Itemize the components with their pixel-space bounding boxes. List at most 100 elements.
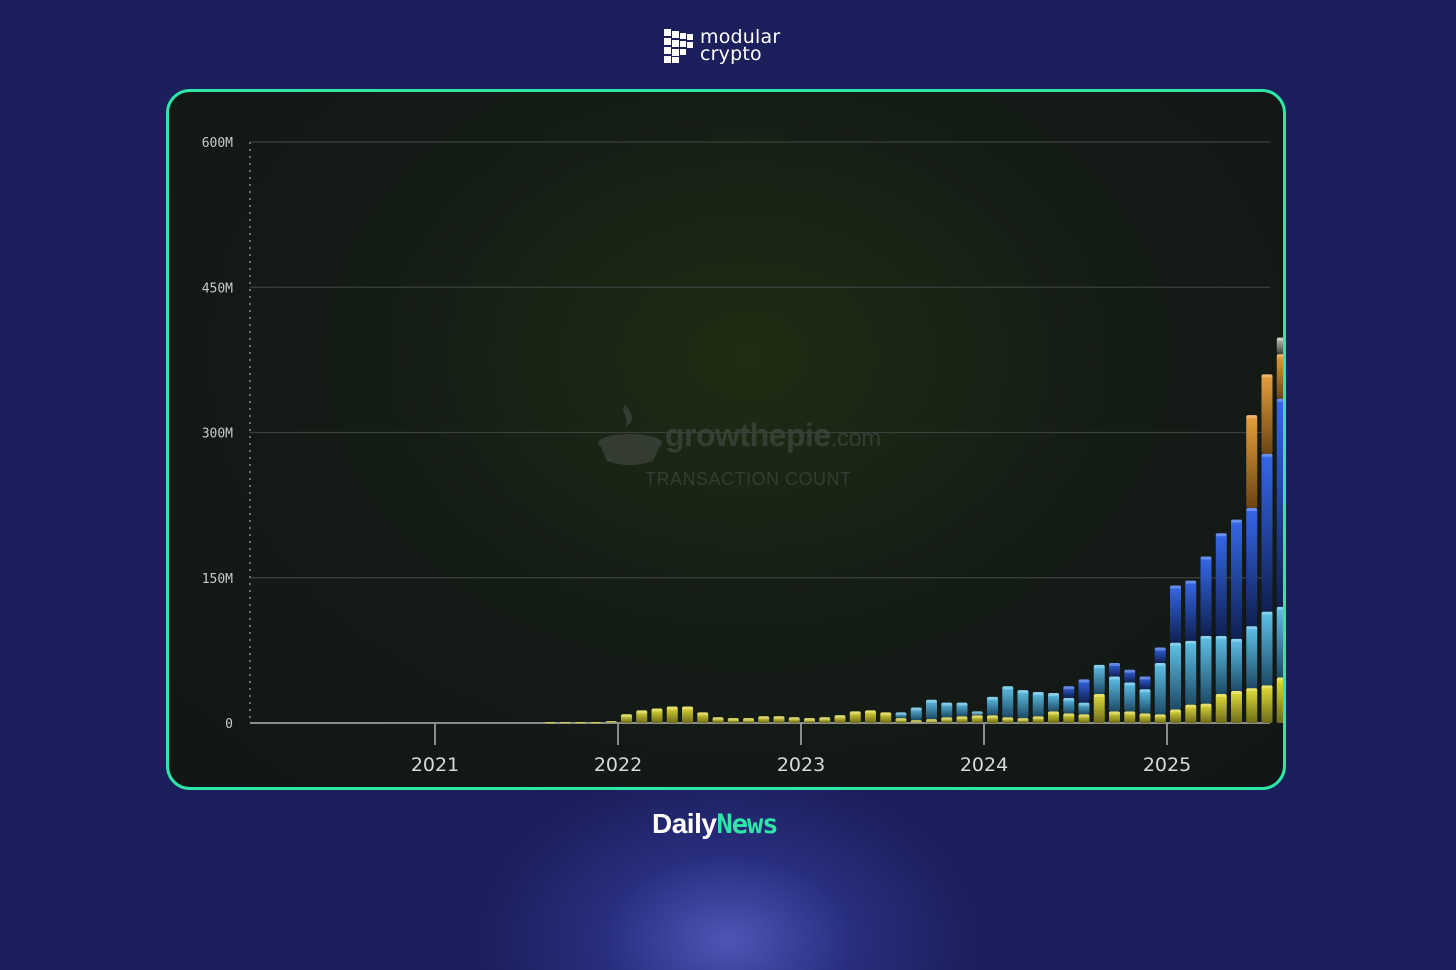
y-tick-label: 0 (225, 717, 233, 732)
bar-yellow (1002, 717, 1014, 723)
bar-blue (1215, 533, 1227, 636)
bar-blue (1246, 508, 1258, 627)
bar-cyan-cap (1032, 692, 1044, 696)
bar-yellow (1246, 688, 1258, 723)
x-tick-label: 2023 (777, 754, 825, 776)
bar-blue (1078, 679, 1090, 703)
bar-cyan-cap (910, 707, 922, 711)
bar-blue (1185, 580, 1197, 641)
bar-yellow (1048, 711, 1059, 723)
x-tick-label: 2022 (594, 754, 642, 776)
bar-yellow (926, 719, 937, 723)
brand-line1: modular (700, 26, 781, 48)
bar-yellow-cap (1124, 711, 1136, 715)
bar-blue-cap (1078, 679, 1090, 683)
bar-cyan (1170, 642, 1181, 710)
bar-yellow-cap (956, 716, 968, 720)
bar-yellow-cap (666, 706, 678, 710)
bar-yellow (849, 711, 861, 723)
y-tick-label: 300M (202, 427, 233, 442)
bar-yellow-cap (621, 714, 632, 718)
bar-yellow-cap (971, 715, 983, 719)
bar-cyan (956, 702, 968, 717)
bar-cyan-cap (1154, 662, 1166, 666)
bar-cyan (1124, 682, 1136, 712)
bar-cyan (1154, 662, 1166, 715)
bar-blue (1139, 676, 1151, 690)
bar-cyan (941, 702, 953, 718)
background-glow (478, 770, 978, 970)
bar-blue-cap (1109, 662, 1120, 666)
bar-cyan-cap (1170, 642, 1181, 646)
watermark: growthepie.com TRANSACTION COUNT (595, 397, 915, 492)
bar-cyan-cap (926, 699, 937, 703)
bar-yellow-cap (1109, 711, 1120, 715)
bar-cyan-cap (1002, 686, 1014, 690)
bar-yellow (819, 717, 831, 723)
bar-yellow-cap (1261, 685, 1273, 689)
bar-orange-cap (1261, 374, 1273, 378)
bar-yellow (651, 708, 663, 723)
bar-cyan-cap (1200, 635, 1212, 639)
bar-yellow (560, 722, 571, 724)
bar-yellow (910, 720, 922, 723)
bar-yellow (1261, 685, 1273, 723)
bar-orange-cap (1276, 354, 1283, 358)
y-tick-label: 600M (202, 136, 233, 151)
bar-yellow-cap (1139, 713, 1151, 717)
bar-yellow-cap (544, 722, 556, 724)
bar-blue-cap (1154, 647, 1166, 651)
bar-cyan-cap (1246, 626, 1258, 630)
bar-cyan-cap (1276, 606, 1283, 610)
bar-yellow (788, 717, 800, 723)
bar-gray-cap (1276, 337, 1283, 341)
bar-blue-cap (1139, 676, 1151, 680)
bar-yellow (1170, 709, 1181, 723)
bar-cyan-cap (1185, 640, 1197, 644)
bar-yellow (1063, 713, 1075, 723)
bar-yellow (1139, 713, 1151, 723)
bar-blue (1109, 662, 1120, 677)
bar-cyan-cap (895, 712, 907, 716)
bar-blue-cap (1261, 453, 1273, 457)
bar-orange-cap (1246, 415, 1258, 419)
bar-orange (1246, 415, 1258, 509)
daily-news-logo: DailyNews (652, 808, 778, 840)
bar-blue (1231, 519, 1242, 639)
bar-yellow-cap (575, 722, 587, 724)
bar-yellow (605, 721, 617, 723)
bar-yellow-cap (1063, 713, 1075, 717)
bar-cyan (1246, 626, 1258, 689)
bar-yellow (1185, 704, 1197, 723)
bar-cyan (1200, 635, 1212, 704)
bar-yellow-cap (880, 712, 892, 716)
chart-card: growthepie.com TRANSACTION COUNT 0 150M 30… (166, 89, 1286, 790)
bar-yellow (1154, 714, 1166, 723)
bar-cyan (910, 707, 922, 721)
bar-cyan-cap (1093, 664, 1105, 668)
bar-blue-cap (1185, 580, 1197, 584)
bar-cyan (1231, 638, 1242, 692)
bar-cyan-cap (1078, 702, 1090, 706)
x-tick-label: 2021 (411, 754, 459, 776)
bar-yellow-cap (1276, 677, 1283, 681)
bar-yellow-cap (849, 711, 861, 715)
bar-yellow (1200, 703, 1212, 723)
bar-cyan-cap (987, 696, 998, 700)
x-tick-label: 2024 (960, 754, 1008, 776)
bar-yellow-cap (1078, 714, 1090, 718)
bar-yellow-cap (590, 722, 602, 724)
brand-wordmark: modular crypto (700, 26, 781, 64)
bar-cyan-cap (1017, 690, 1029, 694)
bar-yellow (666, 706, 678, 723)
bar-cyan (1017, 690, 1029, 719)
bar-yellow (636, 710, 648, 723)
bar-yellow (865, 710, 876, 723)
bar-cyan-cap (941, 702, 953, 706)
bar-blue (1200, 556, 1212, 636)
bar-cyan-cap (1063, 697, 1075, 701)
bar-blue-cap (1063, 686, 1075, 690)
bar-yellow-cap (1032, 716, 1044, 720)
bar-yellow (895, 718, 907, 723)
bar-yellow (590, 722, 602, 724)
